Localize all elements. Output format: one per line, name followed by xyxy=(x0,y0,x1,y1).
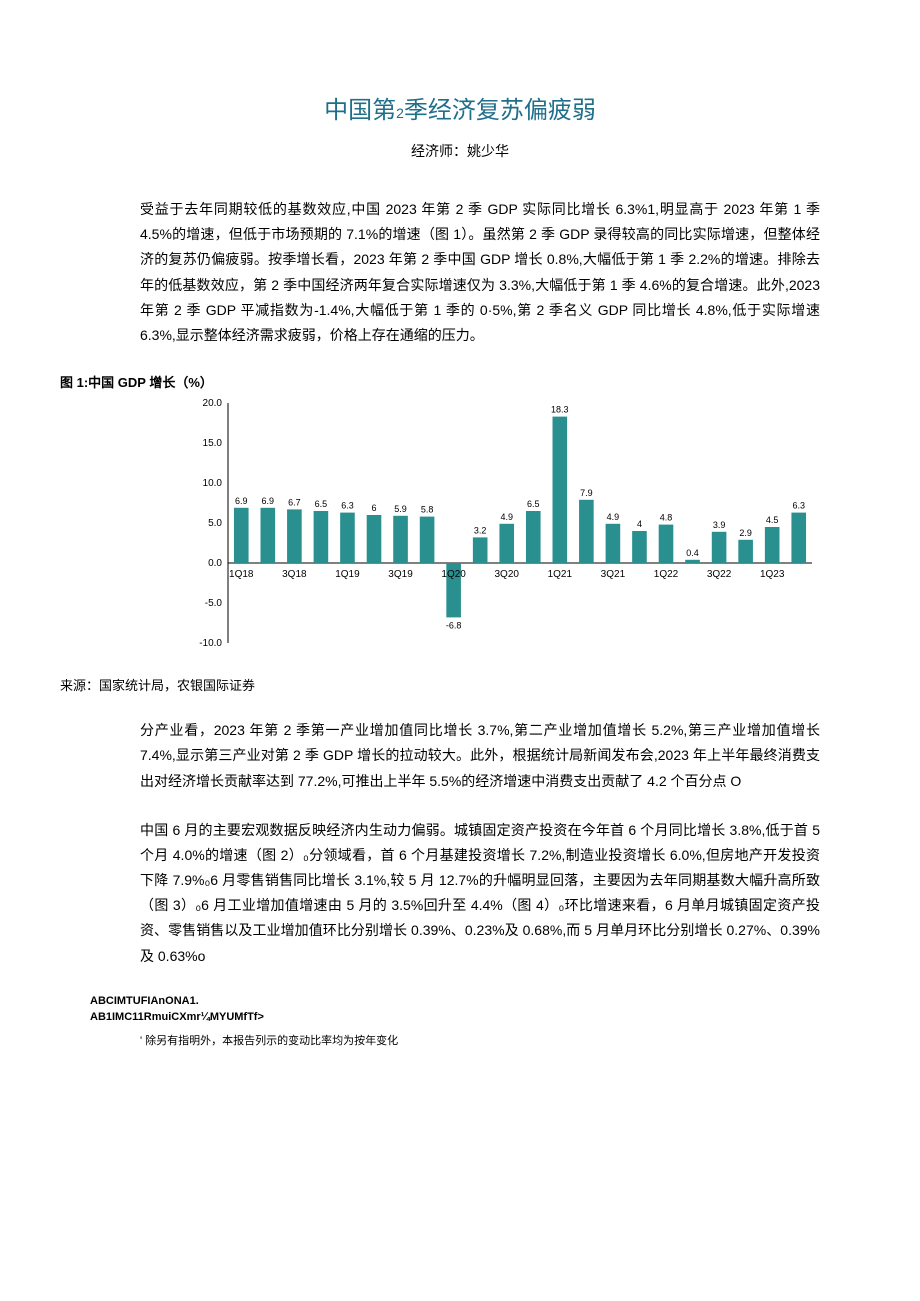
svg-text:6.3: 6.3 xyxy=(792,501,805,511)
svg-text:5.0: 5.0 xyxy=(208,518,222,529)
title-prefix: 中国第 xyxy=(324,97,396,124)
svg-text:6.9: 6.9 xyxy=(235,496,248,506)
svg-text:6: 6 xyxy=(371,503,376,513)
svg-text:3Q20: 3Q20 xyxy=(494,569,519,580)
svg-text:1Q23: 1Q23 xyxy=(760,569,785,580)
svg-text:1Q18: 1Q18 xyxy=(229,569,254,580)
svg-text:18.3: 18.3 xyxy=(551,405,569,415)
svg-text:6.7: 6.7 xyxy=(288,498,301,508)
author-line: 经济师：姚少华 xyxy=(60,141,860,161)
svg-text:2.9: 2.9 xyxy=(739,528,752,538)
svg-text:6.9: 6.9 xyxy=(262,496,275,506)
svg-text:-6.8: -6.8 xyxy=(446,621,462,631)
figure-1-source: 来源：国家统计局，农银国际证券 xyxy=(60,675,860,694)
svg-text:20.0: 20.0 xyxy=(203,398,223,409)
svg-text:6.5: 6.5 xyxy=(527,499,540,509)
svg-text:4.8: 4.8 xyxy=(660,513,673,523)
page-title: 中国第2季经济复苏偏疲弱 xyxy=(60,90,860,125)
svg-text:4.5: 4.5 xyxy=(766,515,779,525)
svg-text:1Q22: 1Q22 xyxy=(654,569,679,580)
svg-text:6.5: 6.5 xyxy=(315,499,328,509)
figure-1-block: 图 1:中国 GDP 增长（%） -10.0 -5.0 0.0 5.0 10.0 15.0… xyxy=(60,372,860,694)
paragraph-2: 分产业看，2023 年第 2 季第一产业增加值同比增长 3.7%,第二产业增加值… xyxy=(140,718,820,794)
paragraph-3: 中国 6 月的主要宏观数据反映经济内生动力偏弱。城镇固定资产投资在今年首 6 个… xyxy=(140,818,820,969)
footer-code-line-1: ABCIMTUFIAnONA1. xyxy=(90,993,860,1010)
svg-text:3.9: 3.9 xyxy=(713,520,726,530)
svg-text:0.0: 0.0 xyxy=(208,558,222,569)
svg-text:1Q19: 1Q19 xyxy=(335,569,360,580)
footer-code: ABCIMTUFIAnONA1. AB1IMC11RmuiCXmr¼MYUMfT… xyxy=(90,993,860,1026)
svg-text:0.4: 0.4 xyxy=(686,548,699,558)
svg-text:-5.0: -5.0 xyxy=(205,598,223,609)
svg-text:1Q21: 1Q21 xyxy=(548,569,573,580)
svg-text:3Q21: 3Q21 xyxy=(601,569,626,580)
svg-text:5.9: 5.9 xyxy=(394,504,407,514)
svg-text:1Q20: 1Q20 xyxy=(441,569,466,580)
svg-text:-10.0: -10.0 xyxy=(199,638,222,649)
figure-1-chart-wrap: -10.0 -5.0 0.0 5.0 10.0 15.0 20.0 6.9 1Q18 6.9 6.7… xyxy=(180,393,820,673)
svg-text:3.2: 3.2 xyxy=(474,526,487,536)
svg-text:4.9: 4.9 xyxy=(500,512,513,522)
title-suffix: 季经济复苏偏疲弱 xyxy=(404,97,596,124)
footer-code-line-2: AB1IMC11RmuiCXmr¼MYUMfTf> xyxy=(90,1009,860,1026)
svg-text:10.0: 10.0 xyxy=(203,478,223,489)
svg-text:3Q19: 3Q19 xyxy=(388,569,413,580)
svg-text:15.0: 15.0 xyxy=(203,438,223,449)
title-sub: 2 xyxy=(396,105,404,121)
svg-text:7.9: 7.9 xyxy=(580,488,593,498)
svg-text:6.3: 6.3 xyxy=(341,501,354,511)
paragraph-1: 受益于去年同期较低的基数效应,中国 2023 年第 2 季 GDP 实际同比增长… xyxy=(140,197,820,348)
figure-1-chart: -10.0 -5.0 0.0 5.0 10.0 15.0 20.0 6.9 1Q18 6.9 6.7… xyxy=(180,393,820,673)
footnote: ' 除另有指明外，本报告列示的变动比率均为按年变化 xyxy=(140,1032,860,1048)
svg-text:4.9: 4.9 xyxy=(607,512,620,522)
svg-text:4: 4 xyxy=(637,519,642,529)
svg-text:3Q22: 3Q22 xyxy=(707,569,732,580)
svg-text:5.8: 5.8 xyxy=(421,505,434,515)
figure-1-title: 图 1:中国 GDP 增长（%） xyxy=(60,372,860,391)
svg-text:3Q18: 3Q18 xyxy=(282,569,307,580)
